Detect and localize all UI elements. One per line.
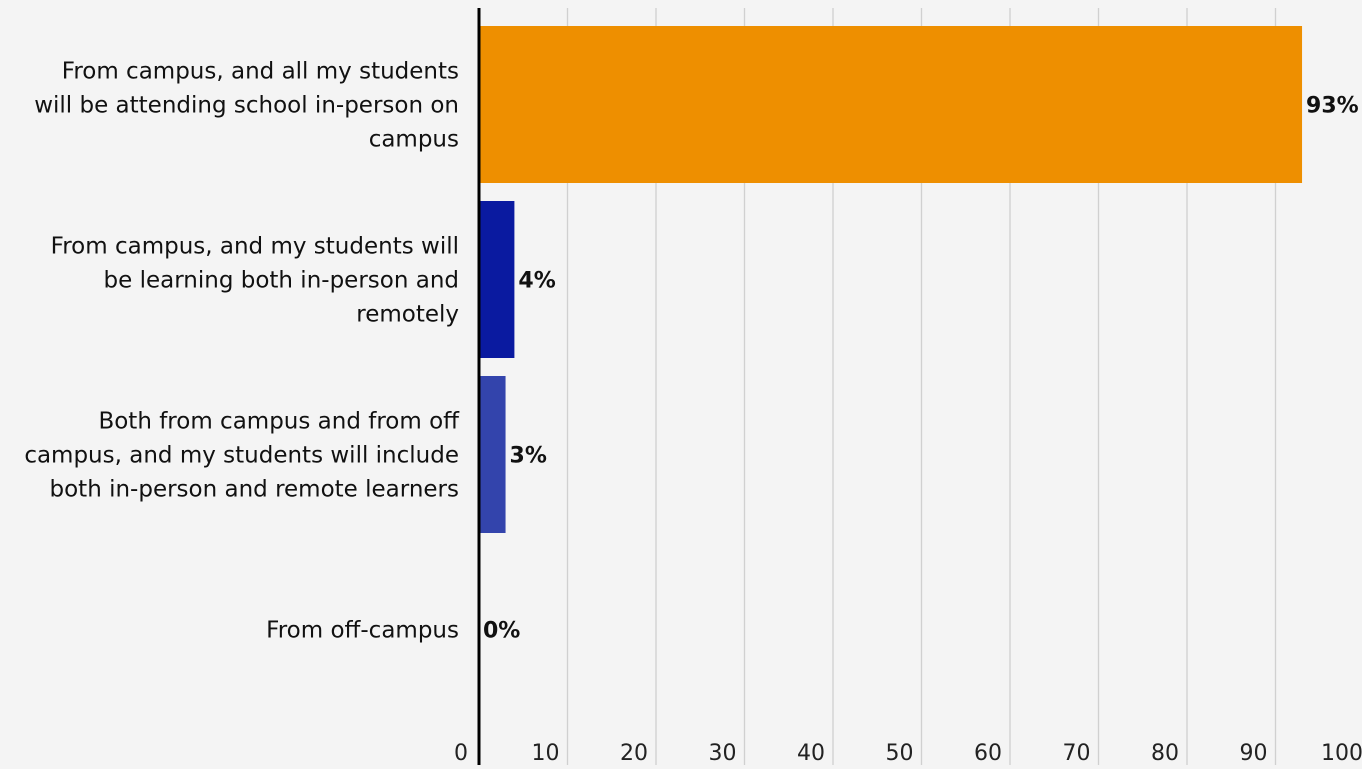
bar-1 bbox=[479, 201, 514, 358]
bars bbox=[479, 26, 1302, 533]
value-label-0: 93% bbox=[1306, 94, 1359, 119]
x-tick-label-40: 40 bbox=[797, 741, 825, 765]
x-tick-label-100: 100 bbox=[1321, 741, 1362, 765]
x-tick-label-0: 0 bbox=[454, 741, 468, 765]
category-label-1-line-1: be learning both in-person and bbox=[104, 268, 459, 294]
x-tick-label-30: 30 bbox=[709, 741, 737, 765]
x-tick-label-60: 60 bbox=[974, 741, 1002, 765]
x-tick-label-10: 10 bbox=[532, 741, 560, 765]
category-label-1-line-0: From campus, and my students will bbox=[51, 234, 459, 260]
bar-0 bbox=[479, 26, 1302, 183]
value-label-2: 3% bbox=[510, 444, 547, 469]
category-label-2-line-0: Both from campus and from off bbox=[98, 409, 460, 435]
x-tick-label-20: 20 bbox=[620, 741, 648, 765]
category-label-0-line-1: will be attending school in-person on bbox=[34, 93, 459, 119]
category-label-0-line-2: campus bbox=[369, 127, 459, 153]
x-tick-label-90: 90 bbox=[1240, 741, 1268, 765]
value-label-3: 0% bbox=[483, 619, 520, 644]
value-label-1: 4% bbox=[518, 269, 555, 294]
x-tick-label-50: 50 bbox=[886, 741, 914, 765]
category-label-3-line-0: From off-campus bbox=[266, 618, 459, 644]
category-label-2-line-2: both in-person and remote learners bbox=[50, 477, 460, 503]
bar-2 bbox=[479, 376, 506, 533]
category-label-1-line-2: remotely bbox=[356, 302, 459, 328]
x-tick-label-70: 70 bbox=[1063, 741, 1091, 765]
x-tick-label-80: 80 bbox=[1151, 741, 1179, 765]
category-label-2-line-1: campus, and my students will include bbox=[24, 443, 459, 469]
category-label-0-line-0: From campus, and all my students bbox=[62, 59, 459, 85]
